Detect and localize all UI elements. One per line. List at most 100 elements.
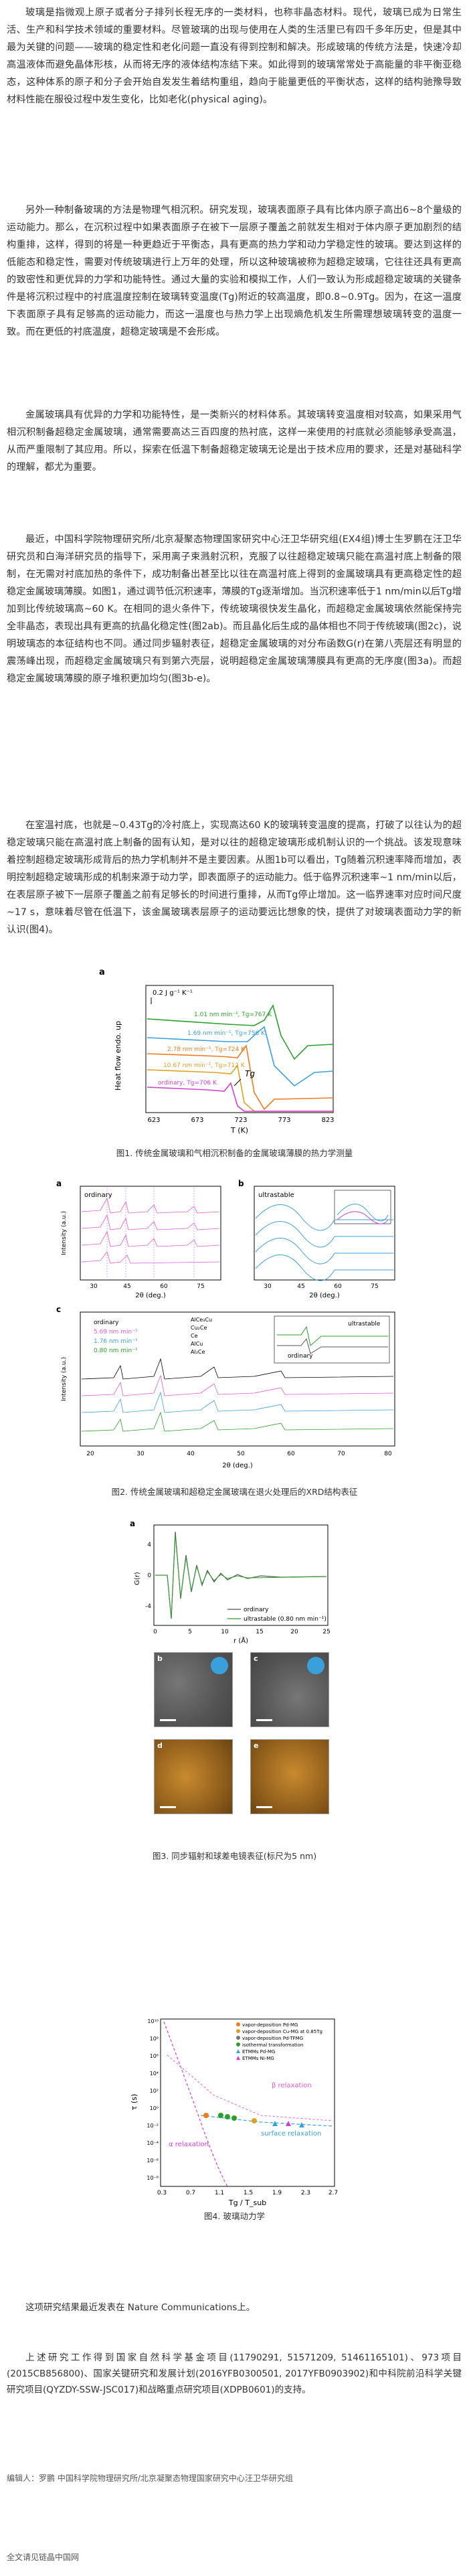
svg-text:15: 15 bbox=[256, 1629, 263, 1635]
svg-text:2.3: 2.3 bbox=[301, 2190, 310, 2196]
svg-text:25: 25 bbox=[322, 1629, 330, 1635]
svg-text:vapor-deposition Pd-MG: vapor-deposition Pd-MG bbox=[242, 2022, 298, 2028]
svg-text:isothermal transformation: isothermal transformation bbox=[242, 2042, 303, 2048]
svg-text:5: 5 bbox=[188, 1629, 192, 1635]
fig3-ordinary-curve bbox=[155, 1531, 327, 1619]
fig4-xticks: 0.3 0.7 1.1 1.5 1.9 2.3 2.7 bbox=[157, 2190, 338, 2196]
fig2-c-tag: c bbox=[56, 1305, 61, 1314]
fig1-scale-label: 0.2 J g⁻¹ K⁻¹ bbox=[153, 989, 193, 997]
svg-text:-4: -4 bbox=[145, 1603, 151, 1610]
svg-text:10⁴: 10⁴ bbox=[150, 2071, 159, 2077]
svg-text:Al₂Ce: Al₂Ce bbox=[191, 1349, 205, 1355]
svg-text:0: 0 bbox=[153, 1629, 157, 1635]
fig1-curve-label-1: 1.01 nm min⁻¹, Tg=767 K bbox=[194, 1012, 272, 1018]
svg-text:ordinary: ordinary bbox=[94, 1319, 119, 1326]
figure-4-caption: 图4. 玻璃动力学 bbox=[204, 2211, 265, 2221]
fig3-b-tag: b bbox=[157, 1654, 163, 1663]
fig3-a-ylabel: G(r) bbox=[134, 1572, 141, 1585]
figure-1-caption: 图1. 传统金属玻璃和气相沉积制备的金属玻璃薄膜的热力学测量 bbox=[116, 1148, 353, 1158]
fig1-curve-5 bbox=[147, 1082, 333, 1112]
fig4-beta-label: β relaxation bbox=[272, 2082, 312, 2089]
svg-text:5.69 nm min⁻¹: 5.69 nm min⁻¹ bbox=[94, 1329, 138, 1336]
fig4-ylabel: τ (s) bbox=[130, 2094, 138, 2110]
fig3-d-scalebar bbox=[160, 1806, 176, 1808]
svg-text:30: 30 bbox=[90, 1283, 98, 1290]
fig2-b-xticks: 30 45 60 75 bbox=[264, 1283, 378, 1290]
svg-text:1.9: 1.9 bbox=[272, 2190, 282, 2196]
fig2-c-inset-label-2: ordinary bbox=[288, 1353, 313, 1360]
footer-link[interactable]: 全文请见链晶中国网 bbox=[7, 2553, 80, 2562]
funding-note: 上述研究工作得到国家自然科学基金项目(11790291, 51571209, 5… bbox=[7, 2352, 462, 2395]
fig3-b-image: b bbox=[154, 1652, 233, 1727]
fig3-d-tag: d bbox=[157, 1741, 163, 1750]
fig2-a-xticks: 30 45 60 75 bbox=[90, 1283, 204, 1290]
publication-note: 这项研究结果最近发表在 Nature Communications上。 bbox=[25, 2302, 256, 2313]
fig2-c-legend: ordinary 5.69 nm min⁻¹ 1.76 nm min⁻¹ 0.8… bbox=[94, 1319, 138, 1354]
fig3-e-tag: e bbox=[254, 1741, 259, 1750]
fig2-c-inset-label-1: ultrastable bbox=[348, 1321, 381, 1327]
fig4-beta-curve bbox=[167, 2055, 334, 2121]
fig3-a-xlabel: r (Å) bbox=[233, 1636, 248, 1645]
fig2-a-legend: ordinary bbox=[84, 1192, 112, 1199]
fig1-xlabel: T (K) bbox=[230, 1126, 248, 1135]
fig1-curve-label-3: 2.78 nm min⁻¹, Tg=724 K bbox=[167, 1046, 246, 1053]
fig3-c-diffraction bbox=[307, 1657, 324, 1674]
svg-text:40: 40 bbox=[187, 1451, 195, 1457]
figure-4: τ (s) Tg / T_sub 10¹⁰ 10⁸ 10⁶ 10⁴ 10² 10… bbox=[127, 2015, 348, 2209]
svg-text:10: 10 bbox=[221, 1629, 229, 1635]
svg-text:30: 30 bbox=[264, 1283, 272, 1290]
svg-text:0.7: 0.7 bbox=[186, 2190, 195, 2196]
fig2-a-xlabel: 2θ (deg.) bbox=[135, 1292, 166, 1299]
intro-paragraph: 玻璃是指微观上原子或者分子排列长程无序的一类材料，也称非晶态材料。现代，玻璃已成… bbox=[7, 7, 462, 105]
fig4-alpha-curve bbox=[163, 2021, 228, 2187]
svg-text:1.76 nm min⁻¹: 1.76 nm min⁻¹ bbox=[94, 1338, 138, 1345]
fig4-points bbox=[203, 2113, 304, 2127]
fig2-c-inset bbox=[274, 1315, 390, 1364]
fig2-b-traces bbox=[255, 1204, 393, 1281]
svg-text:10⁶: 10⁶ bbox=[150, 2053, 159, 2059]
fig1-curve-2 bbox=[147, 1026, 334, 1087]
fig4-legend: vapor-deposition Pd-MG vapor-deposition … bbox=[236, 2022, 322, 2061]
svg-text:50: 50 bbox=[237, 1451, 245, 1457]
fig2-c-ylabel: Intensity (a.u.) bbox=[61, 1357, 68, 1401]
fig2-c-phases: AlCe₃Cu Cu₂Ce Ce AlCu Al₂Ce bbox=[191, 1317, 212, 1355]
fig2-c-traces bbox=[81, 1358, 394, 1432]
fig3-a-legend: ordinary ultrastable (0.80 nm min⁻¹) bbox=[227, 1607, 326, 1623]
svg-text:45: 45 bbox=[297, 1283, 304, 1290]
svg-text:20: 20 bbox=[290, 1629, 298, 1635]
svg-text:10²: 10² bbox=[150, 2088, 159, 2094]
fig3-c-scalebar bbox=[256, 1719, 272, 1721]
figure-3: a G(r) r (Å) 0 5 10 15 20 25 -4 0 4 ordi… bbox=[127, 1518, 341, 1823]
svg-text:ultrastable (0.80 nm min⁻¹): ultrastable (0.80 nm min⁻¹) bbox=[244, 1616, 326, 1623]
svg-text:ETMMs Ni-MG: ETMMs Ni-MG bbox=[242, 2056, 274, 2061]
fig4-alpha-label: α relaxation bbox=[169, 2141, 209, 2148]
svg-text:ETMMs Pd-MG: ETMMs Pd-MG bbox=[242, 2049, 275, 2055]
fig3-a-yticks: -4 0 4 bbox=[145, 1542, 151, 1610]
svg-text:30: 30 bbox=[136, 1451, 145, 1457]
svg-text:AlCu: AlCu bbox=[191, 1341, 203, 1347]
fig2-c-xticks: 20 30 40 50 60 70 80 bbox=[86, 1451, 392, 1457]
fig1-xticks: 623 673 723 773 823 bbox=[147, 1117, 334, 1124]
svg-text:723: 723 bbox=[234, 1117, 247, 1124]
svg-text:4: 4 bbox=[147, 1542, 151, 1548]
svg-text:673: 673 bbox=[191, 1117, 203, 1124]
mechanism-paragraph: 在室温衬底，也就是~0.43Tg的冷衬底上，实现高达60 K的玻璃转变温度的提高… bbox=[7, 820, 462, 935]
svg-text:0: 0 bbox=[147, 1573, 151, 1579]
fig1-curve-label-4: 10.67 nm min⁻¹, Tg=712 K bbox=[163, 1062, 246, 1069]
fig1-curve-3 bbox=[147, 1044, 334, 1111]
svg-text:45: 45 bbox=[123, 1283, 130, 1290]
fig3-b-diffraction bbox=[211, 1657, 228, 1674]
svg-text:823: 823 bbox=[321, 1117, 334, 1124]
fig2-a-traces bbox=[81, 1197, 220, 1264]
svg-text:80: 80 bbox=[384, 1451, 392, 1457]
svg-text:Ce: Ce bbox=[191, 1333, 198, 1339]
svg-text:75: 75 bbox=[197, 1283, 204, 1290]
fig3-c-tag: c bbox=[254, 1654, 258, 1663]
figure-2-caption: 图2. 传统金属玻璃和超稳定金属玻璃在退火处理后的XRD结构表征 bbox=[111, 1487, 358, 1497]
fig2-b-tag: b bbox=[238, 1179, 244, 1188]
svg-text:1.1: 1.1 bbox=[215, 2190, 224, 2196]
fig3-e-image: e bbox=[250, 1739, 329, 1814]
svg-text:ordinary: ordinary bbox=[244, 1607, 269, 1613]
fig4-xlabel: Tg / T_sub bbox=[228, 2198, 266, 2207]
svg-text:10⁻²: 10⁻² bbox=[147, 2123, 159, 2129]
